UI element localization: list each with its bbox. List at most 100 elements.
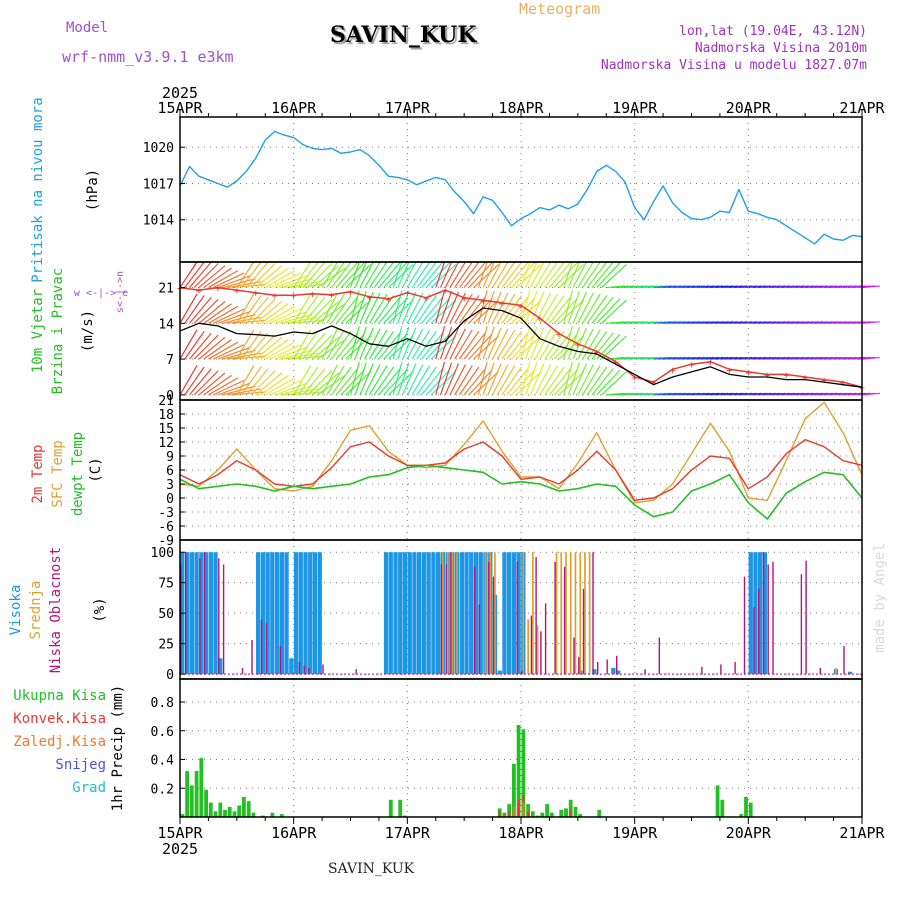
y-tick-label: -9 <box>158 534 174 549</box>
product-title: Meteogram <box>519 0 601 18</box>
wind-barb <box>421 368 444 396</box>
cloud-bar <box>800 574 803 675</box>
wind-barb <box>416 295 437 324</box>
wind-gust-marker: + <box>840 378 846 389</box>
wind-barb <box>354 291 367 324</box>
wind-barb <box>245 296 269 324</box>
wind-barb <box>331 295 352 324</box>
cloud-bar <box>701 666 703 675</box>
lon-lat-info: lon,lat (19.04E, 43.12N) <box>679 24 867 39</box>
wind-barb <box>364 261 381 288</box>
wind-barb <box>506 368 529 396</box>
wind-barb <box>558 371 585 396</box>
wind-barb <box>577 292 594 324</box>
wind-barb <box>548 332 572 360</box>
wind-barb <box>335 332 359 360</box>
wind-barb <box>591 368 614 396</box>
wind-gust-marker: + <box>215 284 221 295</box>
wind-barb <box>345 335 372 360</box>
wind-barb <box>269 272 302 289</box>
precip-bar <box>204 789 208 817</box>
wind-barb <box>397 326 410 360</box>
cloud-bar <box>597 661 599 675</box>
wind-gust-marker: + <box>802 373 808 384</box>
wind-barb <box>439 261 453 288</box>
wind-barb <box>586 330 608 360</box>
wind-gust-marker: + <box>707 358 713 369</box>
wind-barb <box>861 321 880 324</box>
y-tick-label: 1014 <box>143 214 174 229</box>
precip-bar <box>194 771 199 817</box>
wind-barb <box>468 369 493 396</box>
y-tick-label: -3 <box>158 506 174 521</box>
page-title: SAVIN_KUK <box>330 22 477 48</box>
temp-title-dewpt: dewpt Temp <box>70 432 86 516</box>
wind-barb <box>312 265 340 289</box>
precip-bar <box>512 806 515 817</box>
wind-gust-marker: + <box>253 289 259 300</box>
cloud-bar <box>748 552 753 675</box>
y-tick-label: 0.8 <box>151 696 174 711</box>
wind-barb <box>297 261 319 288</box>
precip-bar <box>508 811 511 818</box>
wind-barb <box>454 329 473 360</box>
wind-gust-marker: + <box>272 291 278 302</box>
precip-bar <box>199 758 204 817</box>
wind-barb <box>179 293 198 324</box>
wind-barb <box>492 364 509 396</box>
wind-barb <box>430 371 457 396</box>
wind-barb <box>255 372 283 396</box>
wind-barb <box>373 261 395 288</box>
wind-barb <box>179 365 198 396</box>
cloud-bar <box>251 640 253 675</box>
precip-bar <box>189 785 194 817</box>
wind-barb <box>463 368 487 396</box>
cloud-bar <box>473 552 479 675</box>
wind-barb <box>553 298 578 324</box>
precip-bar <box>720 799 725 818</box>
wind-barb <box>359 363 374 396</box>
wind-barb <box>364 364 381 396</box>
wind-barb <box>473 263 499 288</box>
wind-barb <box>293 365 312 396</box>
wind-barb <box>582 261 601 288</box>
precip-bar <box>549 812 554 817</box>
wind-barb <box>321 292 339 324</box>
cloud-bar <box>402 552 408 675</box>
cloud-bar <box>540 631 542 675</box>
cloud-bar <box>592 552 594 675</box>
precip-bar <box>573 806 578 817</box>
wind-title: 10m Vjetar <box>30 289 46 373</box>
wind-barb <box>307 370 333 396</box>
wind-barb <box>439 326 453 360</box>
wind-barb <box>368 261 388 288</box>
wind-barb <box>468 333 493 360</box>
wind-gust-marker: + <box>196 286 202 297</box>
watermark: made by Angel <box>872 543 888 653</box>
cloud-bar <box>497 670 502 675</box>
pressure-line <box>179 130 863 245</box>
x-tick-label-bottom: 19APR <box>612 824 658 842</box>
wind-barb <box>312 372 340 396</box>
wind-barb <box>534 261 552 288</box>
y-tick-label: 0 <box>166 668 174 683</box>
wind-gust-marker: + <box>726 365 732 376</box>
wind-barb <box>449 261 466 288</box>
wind-barb <box>501 330 523 360</box>
cloud-bar <box>584 552 586 675</box>
wind-barb <box>511 333 536 360</box>
wind-gust-marker: + <box>366 293 372 304</box>
wind-gust-marker: + <box>670 365 676 376</box>
cloud-bar <box>469 552 474 675</box>
wind-barb <box>553 333 578 360</box>
wind-barb <box>241 295 262 324</box>
wind-gust-marker: + <box>423 294 429 305</box>
precip-bar <box>180 814 185 817</box>
y-tick-label: -6 <box>158 520 174 535</box>
cloud-bar <box>312 552 318 675</box>
cloud-bar <box>502 552 507 675</box>
wind-barb <box>548 261 572 288</box>
wind-barb <box>340 333 365 360</box>
wind-barb <box>525 362 538 396</box>
wind-barb <box>203 339 232 360</box>
